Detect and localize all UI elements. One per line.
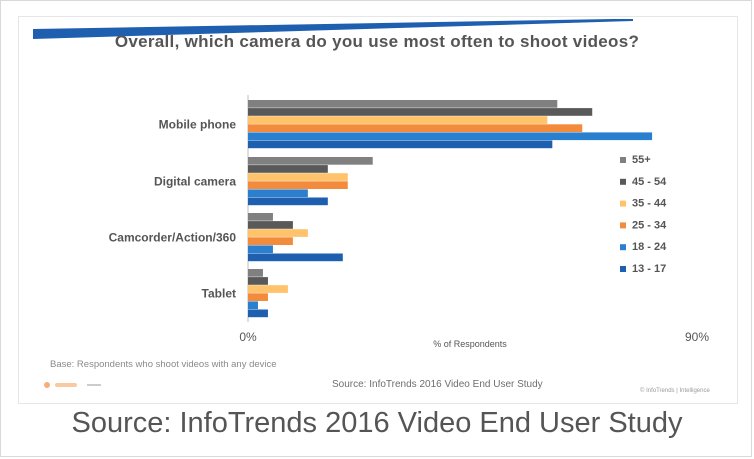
bar-mobile-phone-55- [248, 100, 558, 108]
bar-camcorder-action-360-18-24 [248, 245, 273, 254]
inner-source-note: Source: InfoTrends 2016 Video End User S… [332, 379, 543, 390]
legend-label: 18 - 24 [632, 241, 667, 253]
bar-tablet-55- [248, 269, 263, 277]
category-label: Tablet [202, 286, 236, 300]
image-caption: Source: InfoTrends 2016 Video End User S… [71, 407, 683, 439]
bar-tablet-45-54 [248, 277, 268, 285]
base-note: Base: Respondents who shoot videos with … [50, 359, 277, 370]
bar-camcorder-action-360-55- [248, 213, 273, 221]
x-tick-label: 90% [685, 330, 709, 344]
legend-label: 25 - 34 [632, 219, 667, 231]
legend-swatch [620, 178, 626, 185]
bar-digital-camera-25-34 [248, 181, 348, 189]
legend-label: 35 - 44 [632, 198, 667, 210]
bar-tablet-13-17 [248, 309, 268, 318]
bar-camcorder-action-360-25-34 [248, 237, 293, 245]
legend-swatch [620, 157, 626, 163]
x-axis-label: % of Respondents [433, 339, 507, 349]
bar-camcorder-action-360-13-17 [248, 253, 343, 262]
category-label: Mobile phone [159, 117, 237, 131]
bar-digital-camera-35-44 [248, 173, 348, 181]
footer-logo-icon [44, 382, 101, 388]
bar-mobile-phone-35-44 [248, 116, 548, 124]
bar-digital-camera-13-17 [248, 197, 328, 206]
legend-label: 55+ [632, 154, 651, 166]
bar-digital-camera-45-54 [248, 165, 328, 173]
bar-mobile-phone-18-24 [248, 132, 653, 141]
header-band [33, 19, 633, 39]
category-label: Digital camera [154, 174, 236, 188]
bar-camcorder-action-360-45-54 [248, 221, 293, 229]
legend-swatch [620, 222, 626, 229]
legend-label: 13 - 17 [632, 263, 666, 275]
bar-camcorder-action-360-35-44 [248, 229, 308, 237]
legend-label: 45 - 54 [632, 176, 667, 188]
category-label: Camcorder/Action/360 [109, 230, 237, 244]
bar-mobile-phone-45-54 [248, 108, 593, 116]
presentation-slide [18, 16, 738, 404]
legend-swatch [620, 266, 626, 272]
bar-digital-camera-55- [248, 157, 373, 165]
bar-mobile-phone-13-17 [248, 140, 553, 149]
legend-swatch [620, 200, 626, 207]
bar-tablet-25-34 [248, 293, 268, 301]
x-tick-label: 0% [239, 330, 257, 344]
chart-title: Overall, which camera do you use most of… [114, 32, 640, 51]
bar-tablet-35-44 [248, 285, 288, 293]
bar-mobile-phone-25-34 [248, 124, 583, 132]
footer-brand: © InfoTrends | Intelligence [640, 388, 710, 394]
bar-digital-camera-18-24 [248, 189, 308, 198]
bar-tablet-18-24 [248, 301, 258, 310]
legend-swatch [620, 244, 626, 251]
